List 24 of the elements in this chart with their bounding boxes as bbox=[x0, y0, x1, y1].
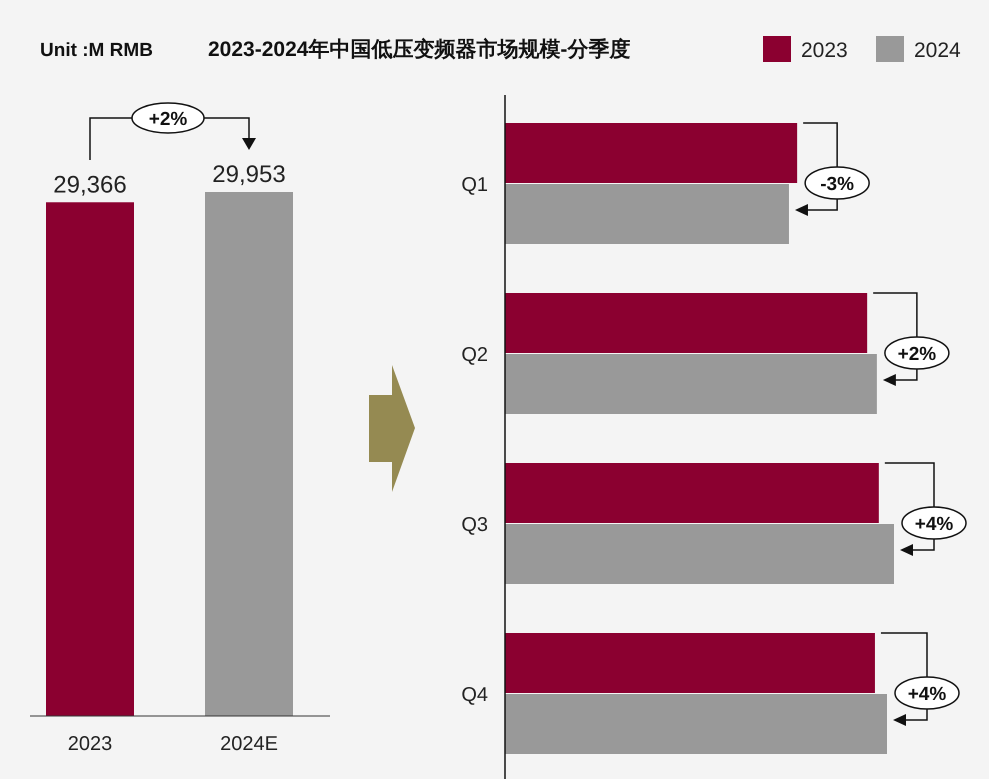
text: +4% bbox=[908, 684, 946, 705]
bar bbox=[505, 633, 875, 693]
data-label: 29,366 bbox=[53, 171, 127, 198]
text: +2% bbox=[148, 109, 188, 130]
x-tick-label: 2024E bbox=[220, 733, 278, 755]
bar bbox=[505, 694, 887, 754]
bar bbox=[505, 354, 877, 414]
bar bbox=[505, 123, 798, 183]
annotation: -3% bbox=[820, 174, 854, 195]
bar bbox=[505, 293, 868, 353]
legend-label: 2024 bbox=[914, 39, 962, 62]
text: +4% bbox=[914, 514, 954, 535]
text: +2% bbox=[898, 344, 936, 365]
y-tick-label: Q1 bbox=[461, 174, 488, 196]
data-label: 29,953 bbox=[212, 161, 286, 188]
text: 2023-2024年中国低压变频器市场规模-分季度 bbox=[208, 37, 630, 61]
y-tick-label: Q3 bbox=[461, 514, 488, 536]
legend-label: 2023 bbox=[801, 39, 848, 62]
y-tick-label: Q2 bbox=[461, 344, 488, 366]
bar bbox=[505, 463, 879, 523]
y-tick-label: Q4 bbox=[461, 684, 488, 706]
bar bbox=[505, 524, 894, 584]
text: Unit :M RMB bbox=[40, 40, 153, 61]
bar bbox=[505, 184, 789, 244]
